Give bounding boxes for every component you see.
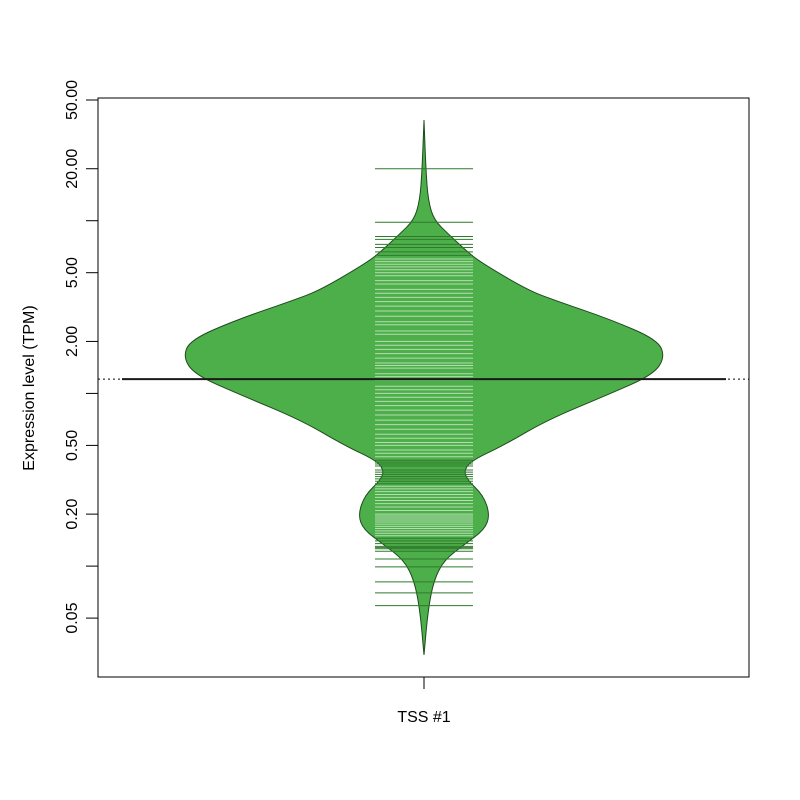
y-tick-label: 2.00 [64, 326, 81, 357]
bean-density-shape [184, 119, 664, 655]
y-tick-label: 5.00 [64, 257, 81, 288]
y-tick-label: 20.00 [64, 149, 81, 189]
y-axis: 50.00 20.00 5.00 2.00 0.50 0.20 0.05 [64, 80, 98, 634]
y-tick-label: 0.05 [64, 602, 81, 633]
y-axis-label: Expression level (TPM) [21, 305, 38, 470]
y-tick-label: 50.00 [64, 80, 81, 120]
bean-group [98, 119, 749, 655]
y-tick-label: 0.20 [64, 498, 81, 529]
x-axis: TSS #1 [397, 677, 451, 726]
x-tick-label: TSS #1 [397, 709, 450, 726]
y-tick-label: 0.50 [64, 430, 81, 461]
